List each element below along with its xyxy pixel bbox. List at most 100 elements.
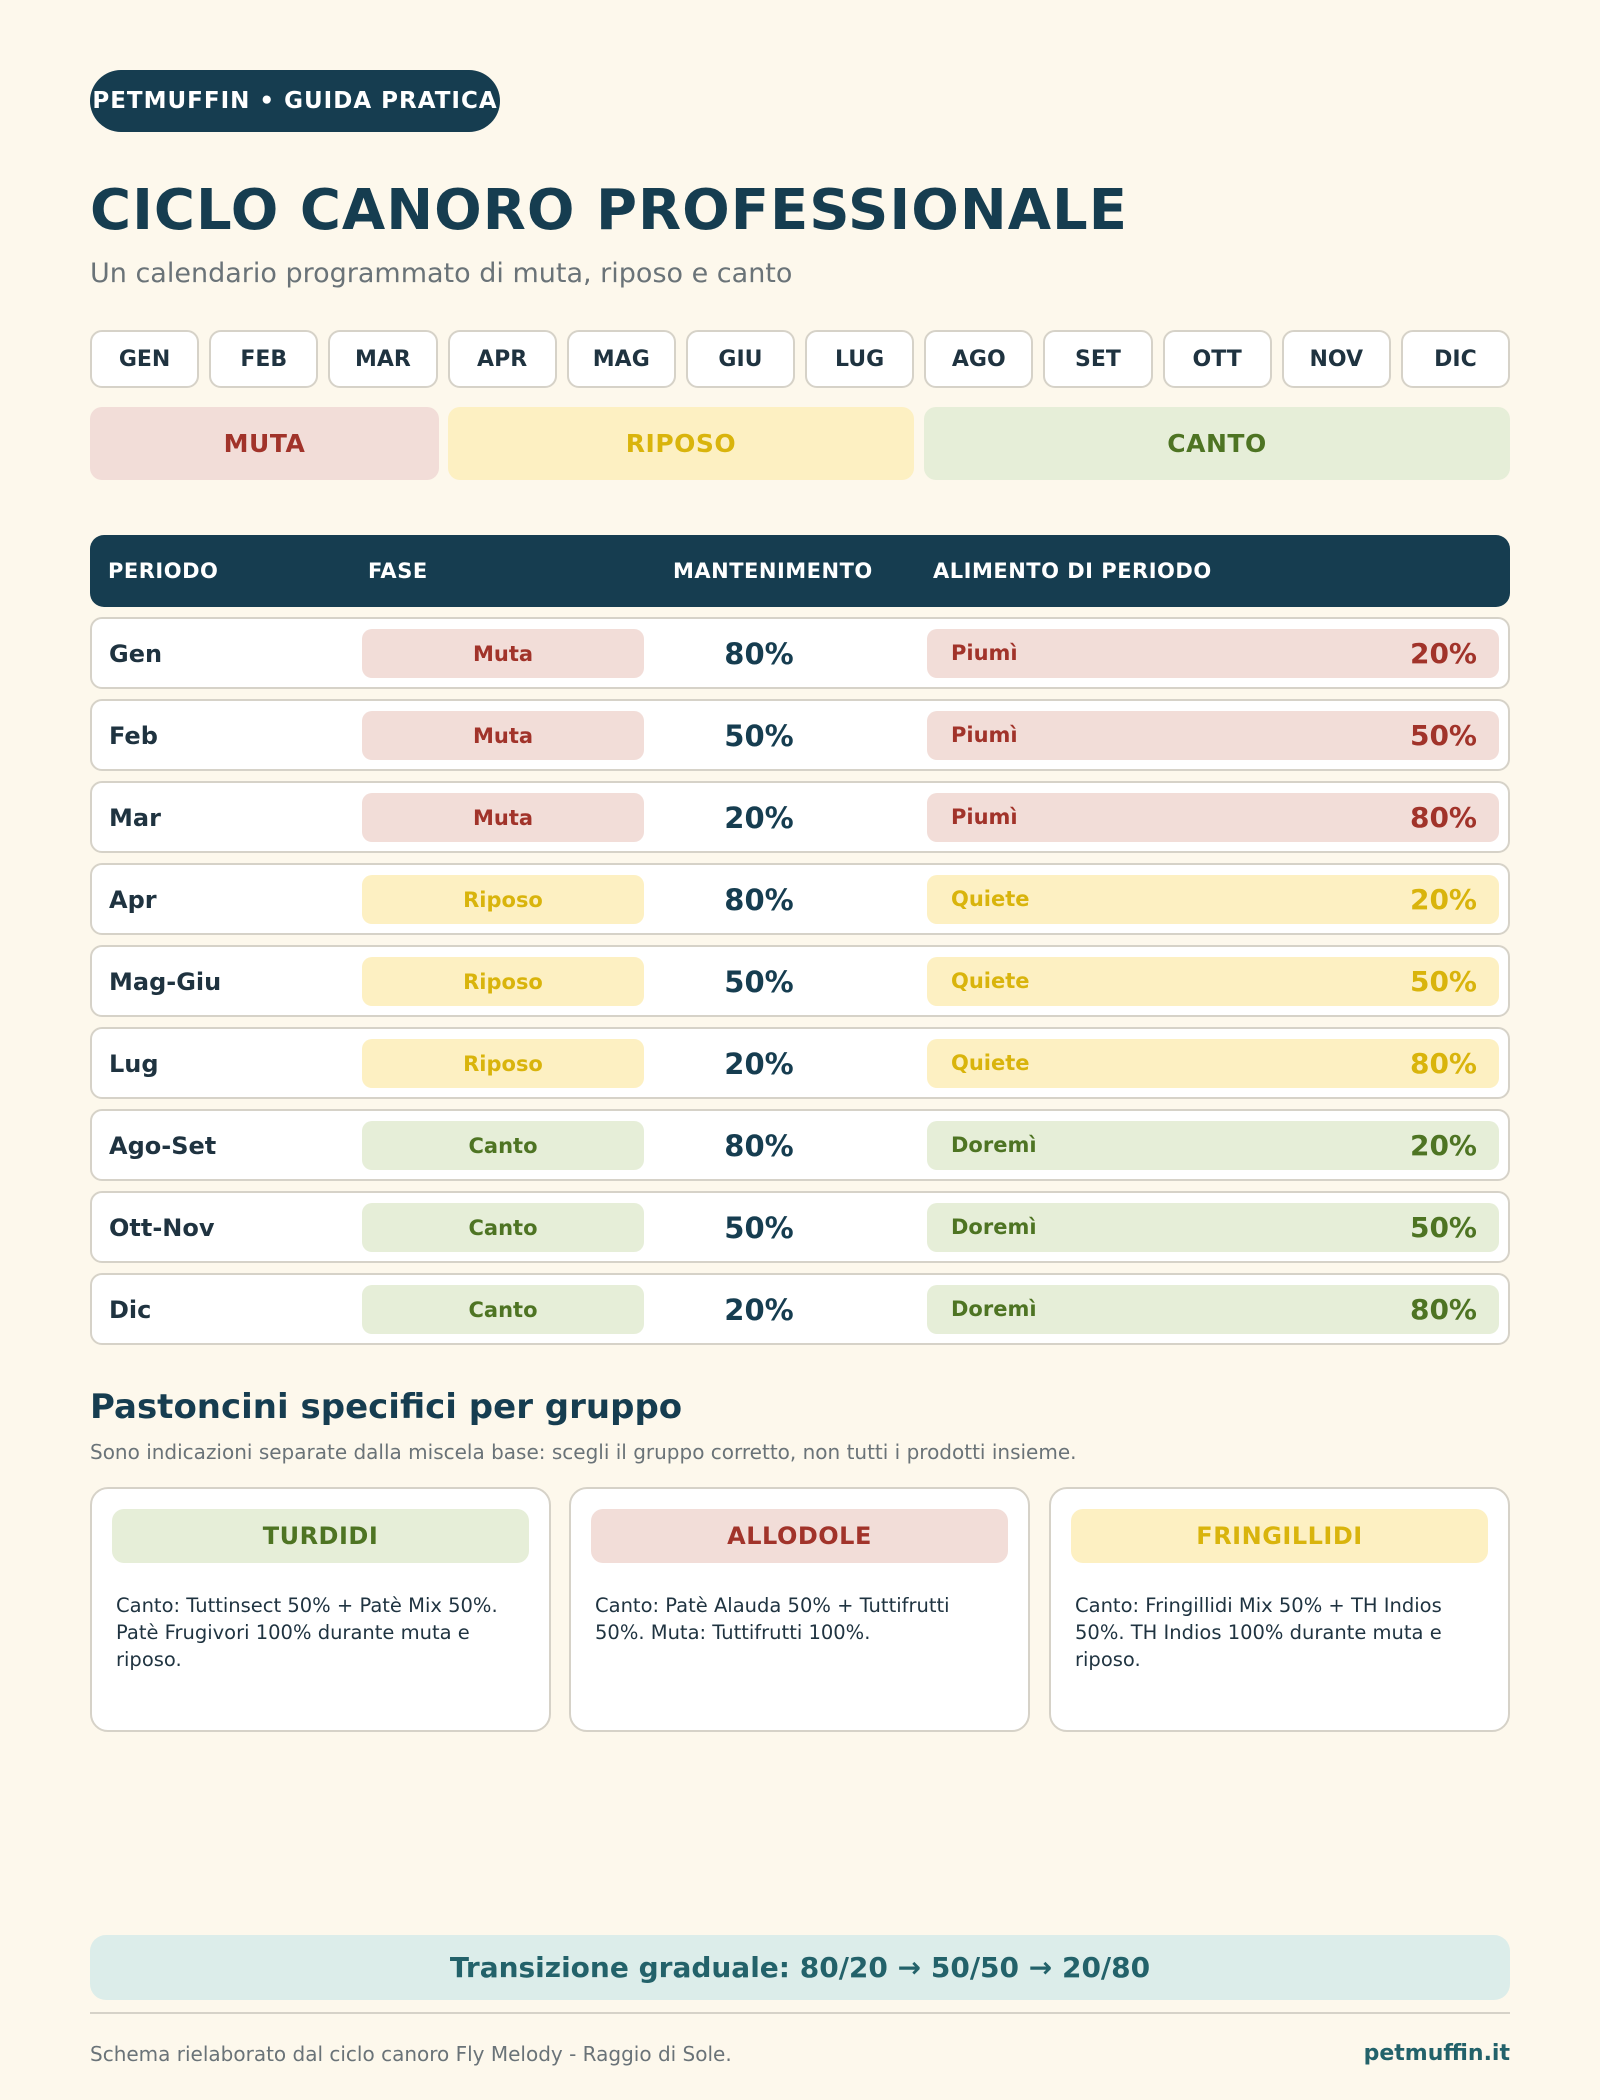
row-period: Apr [109,886,157,914]
section-title: Pastoncini specifici per gruppo [90,1387,683,1427]
row-phase-badge: Riposo [362,875,644,924]
row-phase-badge: Canto [362,1285,644,1334]
month-chip: FEB [209,330,319,388]
row-maintenance-pct: 80% [724,1129,794,1163]
row-food-name: Doremì [951,1133,1037,1157]
section-subtitle: Sono indicazioni separate dalla miscela … [90,1440,1077,1464]
card-title: FRINGILLIDI [1071,1509,1488,1563]
row-food-pct: 80% [1409,1293,1477,1326]
month-chip: DIC [1400,330,1511,388]
row-food-pct: 50% [1409,1211,1477,1244]
month-strip: GEN FEB MAR APR MAG GIU LUG AGO SET OTT … [90,330,1511,388]
row-food-pct: 50% [1409,719,1477,752]
row-maintenance-pct: 20% [724,1293,794,1327]
page-title: CICLO CANORO PROFESSIONALE [90,178,1128,243]
month-chip: SET [1043,330,1153,388]
month-chip: MAR [328,330,438,388]
row-food-name: Piumì [951,723,1018,747]
row-phase-badge: Riposo [362,1039,644,1088]
month-chip: MAG [566,330,676,388]
month-chip: LUG [805,330,915,388]
row-phase-badge: Riposo [362,957,644,1006]
card-title: ALLODOLE [591,1509,1008,1563]
header-alimento: ALIMENTO DI PERIODO [933,559,1212,583]
row-maintenance-pct: 80% [724,883,794,917]
table-row: Apr Riposo 80% Quiete 20% [90,863,1510,935]
row-phase-badge: Muta [362,711,644,760]
row-food-pill: Quiete 80% [927,1039,1499,1088]
row-phase-badge: Muta [362,793,644,842]
table-row: Feb Muta 50% Piumì 50% [90,699,1510,771]
row-period: Ago-Set [109,1132,217,1160]
month-chip: GEN [90,330,200,388]
row-maintenance-pct: 50% [724,965,794,999]
month-chip: GIU [685,330,796,388]
row-food-pct: 80% [1409,801,1477,834]
row-food-pill: Doremì 80% [927,1285,1499,1334]
table-row: Ago-Set Canto 80% Doremì 20% [90,1109,1510,1181]
row-food-pct: 20% [1409,637,1477,670]
header-fase: FASE [368,559,428,583]
card-text: Canto: Fringillidi Mix 50% + TH Indios 5… [1075,1594,1442,1671]
month-chip: AGO [924,330,1034,388]
card-title: TURDIDI [112,1509,529,1563]
row-period: Mar [109,804,161,832]
month-chip: OTT [1162,330,1272,388]
footer-source: Schema rielaborato dal ciclo canoro Fly … [90,2042,732,2066]
row-period: Dic [109,1296,152,1324]
group-cards: TURDIDI Canto: Tuttinsect 50% + Patè Mix… [90,1487,1510,1732]
group-card-fringillidi: FRINGILLIDI Canto: Fringillidi Mix 50% +… [1049,1487,1510,1732]
row-food-pill: Quiete 50% [927,957,1499,1006]
card-text: Canto: Tuttinsect 50% + Patè Mix 50%. Pa… [116,1594,498,1671]
card-text: Canto: Patè Alauda 50% + Tuttifrutti 50%… [595,1594,950,1644]
header-mantenimento: MANTENIMENTO [673,559,873,583]
table-row: Dic Canto 20% Doremì 80% [90,1273,1510,1345]
row-maintenance-pct: 20% [724,1047,794,1081]
row-food-name: Piumì [951,805,1018,829]
transition-banner: Transizione graduale: 80/20 → 50/50 → 20… [90,1935,1510,2000]
row-phase-badge: Canto [362,1121,644,1170]
table-row: Mar Muta 20% Piumì 80% [90,781,1510,853]
row-food-name: Quiete [951,1051,1030,1075]
row-food-pill: Doremì 50% [927,1203,1499,1252]
row-food-pct: 50% [1409,965,1477,998]
footer-site-link[interactable]: petmuffin.it [1363,2041,1510,2066]
row-food-pill: Doremì 20% [927,1121,1499,1170]
row-food-pct: 80% [1409,1047,1477,1080]
row-phase-badge: Muta [362,629,644,678]
brand-pill: PETMUFFIN • GUIDA PRATICA [90,70,500,132]
table-header: PERIODO FASE MANTENIMENTO ALIMENTO DI PE… [90,535,1510,607]
phase-riposo-band: RIPOSO [448,407,914,480]
row-food-pill: Piumì 20% [927,629,1499,678]
row-food-name: Doremì [951,1297,1037,1321]
page-subtitle: Un calendario programmato di muta, ripos… [90,258,793,289]
footer-divider [90,2012,1510,2014]
group-card-allodole: ALLODOLE Canto: Patè Alauda 50% + Tuttif… [569,1487,1030,1732]
table-row: Ott-Nov Canto 50% Doremì 50% [90,1191,1510,1263]
row-period: Ott-Nov [109,1214,215,1242]
month-chip: APR [447,330,557,388]
phase-canto-band: CANTO [924,407,1510,480]
phase-muta-band: MUTA [90,407,439,480]
row-maintenance-pct: 50% [724,719,794,753]
table-row: Lug Riposo 20% Quiete 80% [90,1027,1510,1099]
row-food-pill: Quiete 20% [927,875,1499,924]
row-food-name: Piumì [951,641,1018,665]
row-food-pill: Piumì 80% [927,793,1499,842]
row-maintenance-pct: 20% [724,801,794,835]
row-phase-badge: Canto [362,1203,644,1252]
group-card-turdidi: TURDIDI Canto: Tuttinsect 50% + Patè Mix… [90,1487,551,1732]
row-food-pct: 20% [1409,883,1477,916]
row-food-pct: 20% [1409,1129,1477,1162]
table-row: Mag-Giu Riposo 50% Quiete 50% [90,945,1510,1017]
row-maintenance-pct: 50% [724,1211,794,1245]
header-periodo: PERIODO [108,559,219,583]
row-period: Lug [109,1050,159,1078]
phase-timeline: MUTA RIPOSO CANTO [90,407,1510,480]
row-maintenance-pct: 80% [724,637,794,671]
table-row: Gen Muta 80% Piumì 20% [90,617,1510,689]
row-food-name: Quiete [951,969,1030,993]
row-period: Gen [109,640,163,668]
row-food-pill: Piumì 50% [927,711,1499,760]
row-food-name: Quiete [951,887,1030,911]
